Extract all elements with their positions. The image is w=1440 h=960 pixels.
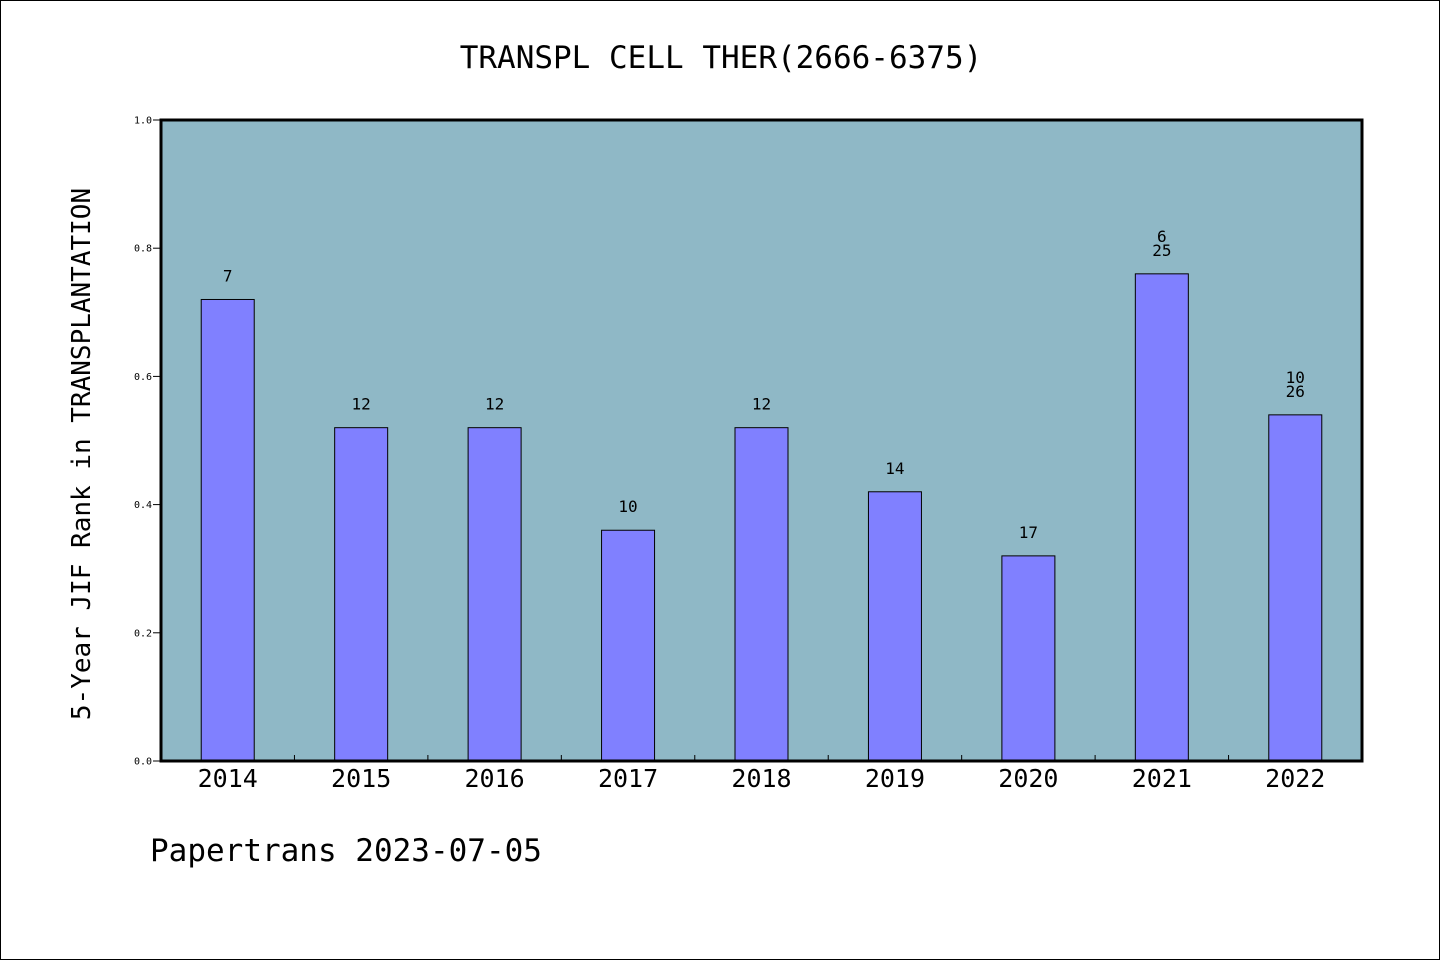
bar-2021: [1134, 273, 1189, 762]
y-tick-label: 0.4: [134, 500, 152, 511]
y-tick-label: 0.2: [134, 628, 152, 639]
bar-value-label: 14: [885, 459, 904, 478]
bar-value-label: 12: [352, 395, 371, 414]
y-tick-label: 0.6: [134, 372, 152, 383]
bar-value-label: 10: [1286, 368, 1305, 387]
x-tick-label: 2015: [331, 764, 391, 793]
bar-value-label: 7: [223, 266, 233, 285]
bar-value-label: 10: [618, 497, 637, 516]
bar-2022: [1268, 414, 1323, 762]
bar-value-label: 25: [1152, 241, 1171, 260]
bar-value-label: 12: [485, 395, 504, 414]
bar-2018: [734, 427, 789, 762]
bar-2014: [200, 298, 255, 762]
x-tick-label: 2017: [598, 764, 658, 793]
y-axis: 0.0 0.2 0.4 0.6 0.8 1.0: [134, 116, 161, 768]
x-tick-label: 2020: [998, 764, 1058, 793]
bar-2016: [467, 427, 522, 762]
x-tick-label: 2014: [198, 764, 258, 793]
y-tick-label: 0.8: [134, 244, 152, 255]
bar-value-label: 12: [752, 395, 771, 414]
bar-value-label: 17: [1019, 523, 1038, 542]
bar-2015: [334, 427, 389, 762]
y-tick-label: 1.0: [134, 116, 152, 127]
bars-layer: [200, 273, 1323, 762]
x-tick-label: 2021: [1132, 764, 1192, 793]
bar-value-label: 6: [1157, 227, 1167, 246]
x-tick-label: 2022: [1265, 764, 1325, 793]
chart-title: TRANSPL CELL THER(2666-6375): [460, 40, 983, 76]
y-axis-label: 5-Year JIF Rank in TRANSPLANTATION: [67, 188, 97, 720]
y-tick-label: 0.0: [134, 757, 152, 768]
x-tick-label: 2016: [465, 764, 525, 793]
bar-2020: [1001, 555, 1056, 762]
bar-value-label: 26: [1286, 382, 1305, 401]
x-tick-label: 2018: [731, 764, 791, 793]
plot-border: [159, 118, 1364, 763]
bar-2019: [867, 491, 922, 762]
x-tick-label: 2019: [865, 764, 925, 793]
bar-2017: [601, 529, 656, 762]
x-axis: 2014 2015 2016 2017 2018 2019 2020 2021 2022: [198, 755, 1325, 793]
footer-note: Papertrans 2023-07-05: [150, 833, 542, 869]
